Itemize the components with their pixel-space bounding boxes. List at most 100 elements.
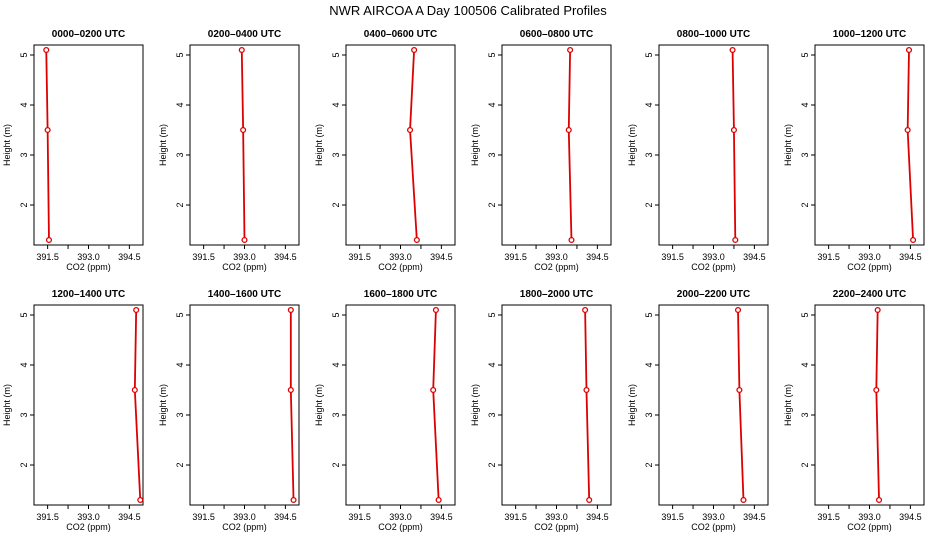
- x-tick-label: 394.5: [274, 252, 297, 262]
- data-point: [729, 46, 736, 54]
- y-tick-label: 5: [487, 52, 497, 57]
- y-tick-label: 2: [175, 202, 185, 207]
- profile-segment: [567, 49, 572, 131]
- data-point: [734, 306, 742, 314]
- profile-panel: 1200–1400 UTC 391.5 393.0 394.5 2 3 4 5 CO2 (ppm…: [2, 289, 144, 532]
- y-tick-label: 5: [487, 312, 497, 317]
- y-axis-title: Height (m): [783, 124, 793, 166]
- x-tick-label: 393.0: [858, 512, 881, 522]
- profile-segment: [584, 309, 588, 391]
- data-point: [432, 306, 439, 314]
- y-tick-label: 5: [175, 52, 185, 57]
- x-axis-title: CO2 (ppm): [378, 522, 423, 532]
- profile-segment: [875, 389, 880, 501]
- x-tick-label: 394.5: [899, 252, 922, 262]
- x-axis-title: CO2 (ppm): [847, 262, 892, 272]
- data-point: [406, 126, 414, 134]
- profile-segment: [432, 389, 440, 501]
- y-tick-label: 4: [175, 102, 185, 107]
- y-tick-label: 4: [19, 362, 29, 367]
- x-axis-title: CO2 (ppm): [378, 262, 423, 272]
- data-point: [240, 126, 247, 134]
- y-tick-label: 2: [487, 462, 497, 467]
- y-tick-label: 5: [19, 312, 29, 317]
- profile-panel: 0000–0200 UTC 391.5 393.0 394.5 2 3 4 5 CO2 (ppm…: [2, 29, 144, 272]
- y-tick-label: 5: [331, 312, 341, 317]
- profile-segment: [733, 129, 737, 241]
- panel-title: 0800–1000 UTC: [677, 29, 750, 40]
- y-tick-label: 5: [800, 312, 810, 317]
- x-tick-label: 393.0: [545, 512, 568, 522]
- x-tick-label: 394.5: [430, 252, 453, 262]
- profile-segment: [731, 49, 735, 131]
- profile-segment: [409, 129, 418, 241]
- profile-panel: 1400–1600 UTC 391.5 393.0 394.5 2 3 4 5 CO2 (ppm…: [158, 289, 300, 532]
- x-tick-label: 391.5: [817, 512, 840, 522]
- y-axis-title: Height (m): [470, 384, 480, 426]
- y-tick-label: 4: [175, 362, 185, 367]
- panel-title: 0600–0800 UTC: [520, 29, 593, 40]
- data-point: [45, 236, 53, 244]
- y-tick-label: 3: [331, 412, 341, 417]
- data-point: [874, 306, 881, 314]
- profile-segment: [289, 389, 295, 501]
- x-tick-label: 393.0: [702, 512, 725, 522]
- data-point: [131, 386, 138, 394]
- profile-segment: [737, 309, 741, 391]
- data-point: [875, 496, 883, 504]
- y-tick-label: 2: [331, 202, 341, 207]
- x-tick-label: 391.5: [661, 512, 684, 522]
- y-tick-label: 2: [19, 462, 29, 467]
- y-tick-label: 3: [19, 152, 29, 157]
- x-axis-title: CO2 (ppm): [222, 522, 267, 532]
- profile-segment: [133, 309, 138, 391]
- x-tick-label: 393.0: [233, 512, 256, 522]
- panel-title: 1400–1600 UTC: [208, 289, 281, 300]
- y-axis-title: Height (m): [627, 124, 637, 166]
- y-tick-label: 2: [487, 202, 497, 207]
- data-point: [287, 306, 294, 314]
- profile-panel: 2200–2400 UTC 391.5 393.0 394.5 2 3 4 5 CO2 (ppm…: [783, 289, 925, 532]
- profile-panel: 0400–0600 UTC 391.5 393.0 394.5 2 3 4 5 CO2 (ppm…: [314, 29, 456, 272]
- x-tick-label: 391.5: [36, 512, 59, 522]
- data-point: [904, 126, 911, 134]
- x-tick-label: 391.5: [817, 252, 840, 262]
- data-point: [430, 386, 437, 394]
- data-point: [290, 496, 297, 504]
- profile-segment: [738, 389, 745, 501]
- profile-segment: [133, 389, 142, 501]
- data-point: [133, 306, 140, 314]
- profile-panel: 1600–1800 UTC 391.5 393.0 394.5 2 3 4 5 CO2 (ppm…: [314, 289, 456, 532]
- y-axis-title: Height (m): [2, 384, 12, 426]
- y-axis-title: Height (m): [2, 124, 12, 166]
- profile-segment: [242, 129, 246, 241]
- y-tick-label: 3: [175, 412, 185, 417]
- x-tick-label: 394.5: [899, 512, 922, 522]
- data-point: [435, 496, 442, 504]
- y-tick-label: 2: [800, 462, 810, 467]
- y-tick-label: 5: [331, 52, 341, 57]
- x-tick-label: 394.5: [274, 512, 297, 522]
- data-point: [43, 46, 50, 54]
- y-tick-label: 5: [175, 312, 185, 317]
- data-point: [730, 126, 737, 134]
- x-tick-label: 393.0: [702, 252, 725, 262]
- data-point: [582, 306, 589, 314]
- y-tick-label: 3: [487, 152, 497, 157]
- profile-panel: 0600–0800 UTC 391.5 393.0 394.5 2 3 4 5 CO2 (ppm…: [470, 29, 612, 272]
- y-tick-label: 4: [331, 362, 341, 367]
- x-tick-label: 394.5: [118, 512, 141, 522]
- y-tick-label: 3: [644, 152, 654, 157]
- y-tick-label: 3: [800, 412, 810, 417]
- y-tick-label: 4: [331, 102, 341, 107]
- data-point: [137, 496, 144, 504]
- y-tick-label: 3: [19, 412, 29, 417]
- data-point: [567, 46, 574, 54]
- y-axis-title: Height (m): [158, 384, 168, 426]
- panel-title: 1200–1400 UTC: [52, 289, 125, 300]
- profile-segment: [409, 49, 416, 131]
- x-tick-label: 393.0: [389, 252, 412, 262]
- x-tick-label: 394.5: [743, 252, 766, 262]
- data-point: [905, 46, 913, 54]
